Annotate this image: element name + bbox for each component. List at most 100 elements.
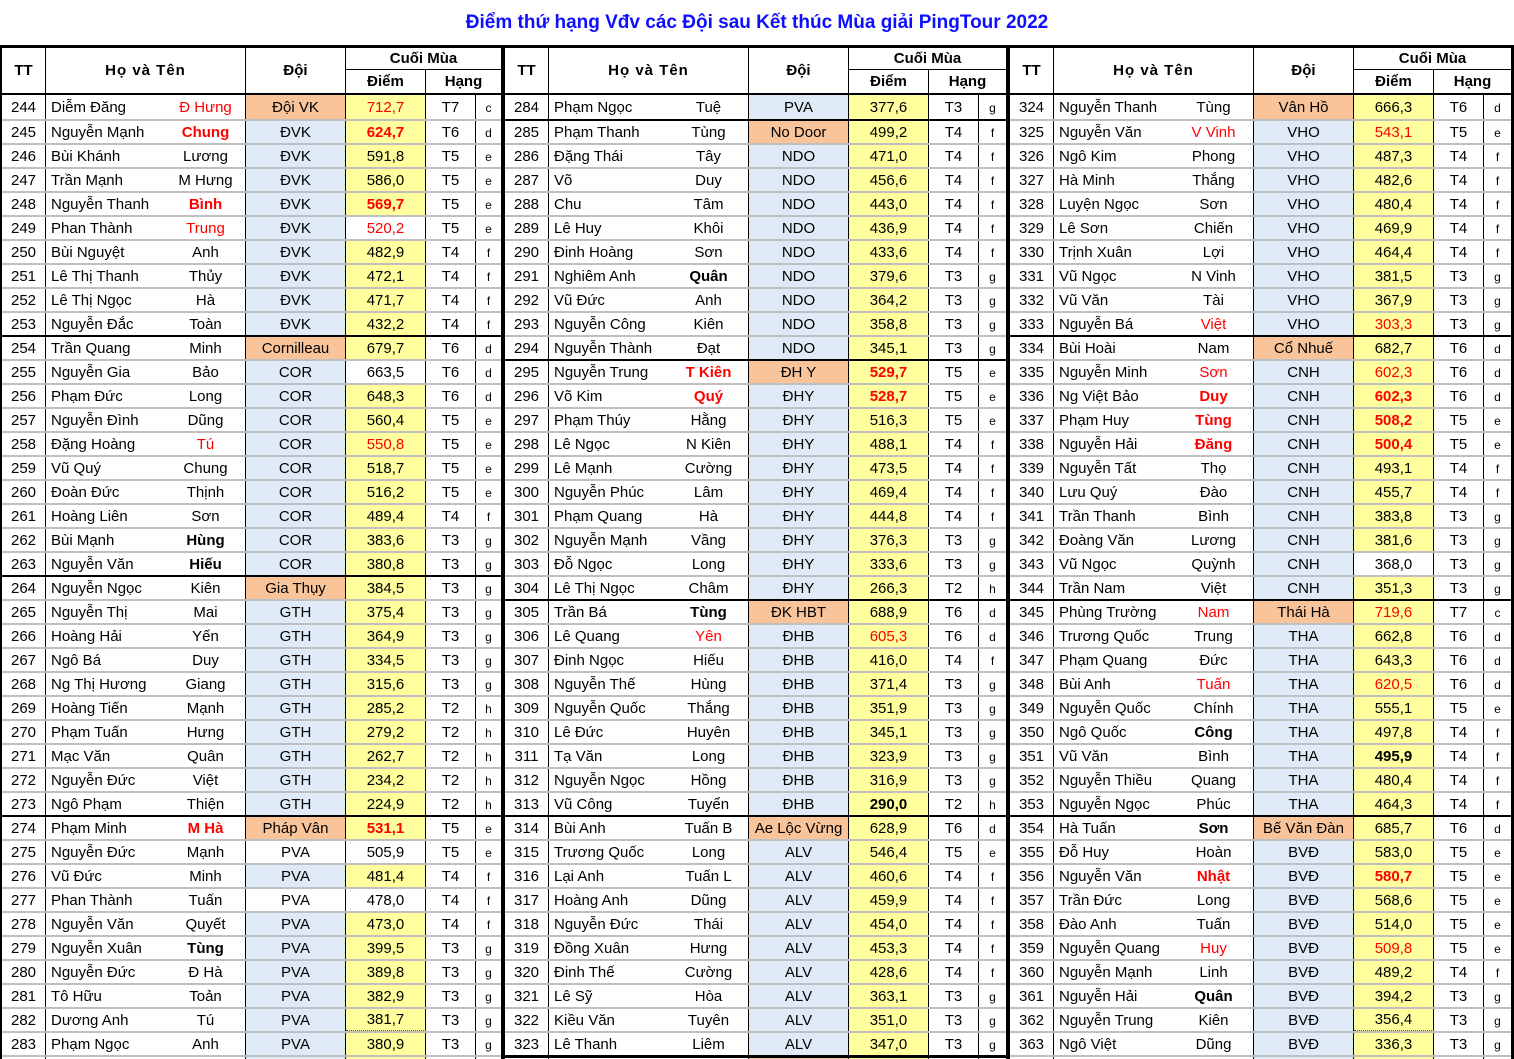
team-cell[interactable]: COR — [246, 529, 346, 551]
tier-cell[interactable]: d — [989, 630, 996, 644]
first-name-cell[interactable]: Nguyễn Thế — [554, 675, 636, 693]
team-cell[interactable]: NDO — [749, 145, 849, 167]
tt-cell[interactable]: 334 — [1010, 337, 1054, 359]
last-name-cell[interactable]: Tuấn — [1174, 913, 1254, 935]
points-cell[interactable]: 455,7 — [1354, 481, 1434, 503]
last-name-cell[interactable]: Trung — [166, 217, 246, 239]
tier-cell[interactable]: d — [989, 606, 996, 620]
first-name-cell[interactable]: Vũ Ngọc — [1059, 267, 1117, 285]
last-name-cell[interactable]: Công — [1174, 721, 1254, 743]
last-name-cell[interactable]: Mạnh — [166, 841, 246, 863]
first-name-cell[interactable]: Nguyễn Thành — [554, 339, 653, 357]
first-name-cell[interactable]: Lê Thị Thanh — [51, 267, 139, 285]
rank-cell[interactable]: T5 — [426, 193, 476, 215]
rank-cell[interactable]: T5 — [426, 169, 476, 191]
first-name-cell[interactable]: Lê Đức — [554, 723, 604, 741]
rank-cell[interactable]: T3 — [1434, 505, 1484, 527]
rank-cell[interactable]: T3 — [929, 1033, 979, 1055]
tt-cell[interactable]: 295 — [505, 361, 549, 383]
first-name-cell[interactable]: Lê Sỹ — [554, 987, 593, 1005]
rank-cell[interactable]: T3 — [426, 649, 476, 671]
team-cell[interactable]: CNH — [1254, 409, 1354, 431]
rank-cell[interactable]: T2 — [426, 793, 476, 815]
last-name-cell[interactable]: Tùng — [669, 601, 749, 623]
points-cell[interactable]: 516,2 — [346, 481, 426, 503]
tier-cell[interactable]: d — [1494, 366, 1501, 380]
tt-cell[interactable]: 251 — [2, 265, 46, 287]
last-name-cell[interactable]: Tuệ — [669, 95, 749, 119]
team-cell[interactable]: GTH — [246, 745, 346, 767]
team-cell[interactable]: BVĐ — [1254, 985, 1354, 1007]
first-name-cell[interactable]: Bùi Nguyệt — [51, 243, 125, 261]
first-name-cell[interactable]: Nguyễn Thanh — [1059, 98, 1158, 116]
last-name-cell[interactable]: Quyết — [166, 913, 246, 935]
rank-cell[interactable]: T4 — [1434, 193, 1484, 215]
first-name-cell[interactable]: Luyện Ngọc — [1059, 195, 1140, 213]
first-name-cell[interactable]: Tô Hữu — [51, 987, 102, 1005]
first-name-cell[interactable]: Phạm Ngọc — [51, 1035, 130, 1053]
last-name-cell[interactable]: Tâm — [669, 193, 749, 215]
points-cell[interactable]: 509,8 — [1354, 937, 1434, 959]
team-cell[interactable]: VHO — [1254, 169, 1354, 191]
rank-cell[interactable]: T3 — [1434, 985, 1484, 1007]
last-name-cell[interactable]: Hiếu — [166, 553, 246, 575]
team-cell[interactable]: ALV — [749, 961, 849, 983]
last-name-cell[interactable]: T Kiên — [669, 361, 749, 383]
first-name-cell[interactable]: Vũ Công — [554, 795, 613, 813]
points-cell[interactable]: 531,1 — [346, 817, 426, 839]
last-name-cell[interactable]: Minh — [166, 337, 246, 359]
points-cell[interactable]: 682,7 — [1354, 337, 1434, 359]
tier-cell[interactable]: g — [485, 990, 492, 1004]
last-name-cell[interactable]: Thắng — [669, 697, 749, 719]
rank-cell[interactable]: T6 — [426, 385, 476, 407]
team-cell[interactable]: ĐHY — [749, 409, 849, 431]
tier-cell[interactable]: g — [989, 1038, 996, 1052]
tier-cell[interactable]: f — [990, 894, 995, 908]
last-name-cell[interactable]: Long — [1174, 889, 1254, 911]
points-cell[interactable]: 472,1 — [346, 265, 426, 287]
rank-cell[interactable]: T5 — [929, 409, 979, 431]
points-cell[interactable]: 480,4 — [1354, 769, 1434, 791]
rank-cell[interactable]: T3 — [1434, 265, 1484, 287]
last-name-cell[interactable]: Liêm — [669, 1033, 749, 1055]
first-name-cell[interactable]: Nguyễn Hải — [1059, 987, 1138, 1005]
points-cell[interactable]: 586,0 — [346, 169, 426, 191]
team-cell[interactable]: BVĐ — [1254, 865, 1354, 887]
tt-cell[interactable]: 325 — [1010, 121, 1054, 143]
team-cell[interactable]: ĐHB — [749, 697, 849, 719]
points-cell[interactable]: 224,9 — [346, 793, 426, 815]
team-cell[interactable]: ĐHY — [749, 529, 849, 551]
points-cell[interactable]: 499,2 — [849, 121, 929, 143]
tier-cell[interactable]: f — [990, 486, 995, 500]
tt-cell[interactable]: 293 — [505, 313, 549, 335]
rank-cell[interactable]: T4 — [1434, 481, 1484, 503]
tt-cell[interactable]: 304 — [505, 577, 549, 599]
rank-cell[interactable]: T3 — [426, 553, 476, 575]
points-cell[interactable]: 508,2 — [1354, 409, 1434, 431]
tier-cell[interactable]: e — [485, 414, 492, 428]
tt-cell[interactable]: 262 — [2, 529, 46, 551]
tt-cell[interactable]: 347 — [1010, 649, 1054, 671]
tt-cell[interactable]: 354 — [1010, 817, 1054, 839]
team-cell[interactable]: VHO — [1254, 193, 1354, 215]
team-cell[interactable]: PVA — [246, 937, 346, 959]
rank-cell[interactable]: T3 — [929, 697, 979, 719]
tier-cell[interactable]: e — [485, 822, 492, 836]
rank-cell[interactable]: T6 — [929, 817, 979, 839]
team-cell[interactable]: THA — [1254, 769, 1354, 791]
last-name-cell[interactable]: Minh — [166, 865, 246, 887]
team-cell[interactable]: ĐHY — [749, 433, 849, 455]
last-name-cell[interactable]: Chính — [1174, 697, 1254, 719]
tier-cell[interactable]: g — [1494, 318, 1501, 332]
tier-cell[interactable]: f — [990, 870, 995, 884]
team-cell[interactable]: THA — [1254, 697, 1354, 719]
tt-cell[interactable]: 254 — [2, 337, 46, 359]
tt-cell[interactable]: 290 — [505, 241, 549, 263]
tier-cell[interactable]: h — [485, 774, 492, 788]
tier-cell[interactable]: g — [989, 702, 996, 716]
tt-cell[interactable]: 363 — [1010, 1033, 1054, 1055]
tt-cell[interactable]: 300 — [505, 481, 549, 503]
tt-cell[interactable]: 350 — [1010, 721, 1054, 743]
first-name-cell[interactable]: Hà Tuấn — [1059, 819, 1116, 837]
last-name-cell[interactable]: Đ Hưng — [166, 95, 246, 119]
